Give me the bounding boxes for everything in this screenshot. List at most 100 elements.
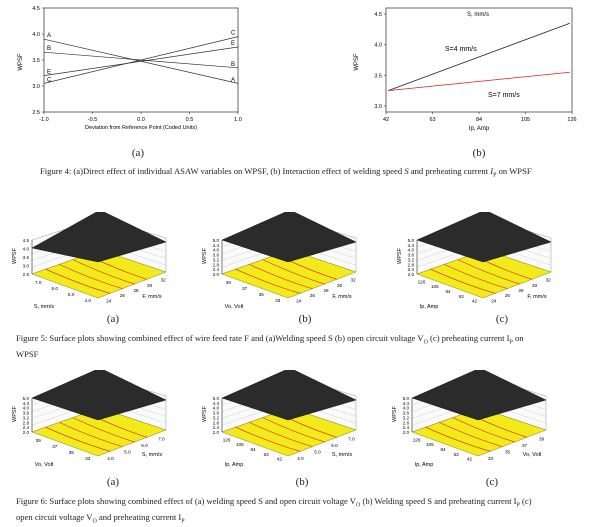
right-axis-tick: 37 [522, 443, 528, 448]
fig4a-series-label-right: E [231, 41, 235, 47]
right-axis-tick: 26 [120, 293, 126, 298]
right-axis-tick: 7.0 [348, 436, 355, 441]
floor-contour-line [457, 259, 520, 285]
z-tick-label: 2.0 [213, 272, 220, 277]
right-axis-tick: 5.0 [124, 449, 131, 454]
fig4a-xlabel: Deviation from Reference Point (Coded Un… [85, 125, 197, 131]
fig4b-series-label-s7: S=7 mm/s [488, 92, 520, 99]
response-surface [221, 212, 357, 263]
fig4b-xtick-label: 105 [521, 117, 530, 123]
fig4a-ytick-label: 4.0 [32, 32, 40, 38]
z-tick-label: 3.6 [23, 411, 30, 416]
left-axis-tick: 84 [445, 289, 451, 294]
fig6-plot-1: 5.04.44.03.63.22.82.42.0WPSF126105846342… [202, 370, 357, 468]
z-tick-label: 2.8 [213, 420, 220, 425]
z-tick-label: 3.6 [408, 253, 415, 258]
fig6c-sublabel: (c) [485, 476, 499, 488]
response-surface [416, 212, 552, 263]
floor-contour-line [452, 417, 515, 443]
fig4b-series-label-s4: S=4 mm/s [445, 46, 477, 53]
fig4b-xtick-label: 63 [429, 117, 435, 123]
fig4b-xtick-label: 126 [567, 117, 576, 123]
left-axis-tick: 35 [259, 292, 265, 297]
right-axis-tick: 32 [351, 278, 357, 283]
figure-6-surface-plots: 5.04.44.03.63.22.82.42.0WPSF39373533Vo, … [12, 370, 547, 468]
floor-contour-line [444, 264, 508, 289]
fig5-plot-1: 5.04.44.03.63.22.82.42.0 WPSF 39 37 35 33 Vo, … [202, 212, 357, 310]
fig4b-frame [385, 7, 573, 113]
fig6-plot-2: 5.04.44.03.63.22.82.42.0 WPSF 126 105 84 63 42… [392, 370, 547, 468]
z-tick-label: 3.2 [408, 257, 415, 262]
right-axis-tick: 35 [505, 449, 511, 454]
fig4b-sublabel: (b) [472, 147, 486, 159]
floor-contour-line [262, 259, 325, 285]
z-tick-label: 5.0 [213, 396, 220, 401]
left-axis-tick: 84 [440, 447, 446, 452]
contour-floor [416, 249, 552, 299]
z-tick-label: 4.4 [213, 401, 220, 406]
left-axis-label: S, mm/s [34, 304, 54, 310]
z-tick-label: 4.4 [408, 243, 415, 248]
left-axis-label: Vo, Volt [35, 462, 54, 468]
left-axis-tick: 126 [413, 437, 421, 442]
fig4a-chart: 2.5 3.0 3.5 4.0 4.5 -1.0 -0.5 0.0 0.5 1.0 A A B B C C… [18, 6, 242, 131]
left-axis-label: Ip, Amp [225, 462, 244, 468]
z-axis-label: WPSF [202, 247, 208, 264]
z-tick-label: 4.0 [403, 406, 410, 411]
fig4a-xtick-label: -1.0 [39, 117, 48, 123]
right-axis-tick: 39 [539, 436, 545, 441]
z-tick-label: 3.5 [23, 255, 30, 260]
left-axis-tick: 33 [85, 456, 91, 461]
left-axis-tick: 4.0 [85, 298, 92, 303]
fig5c-sublabel: (c) [495, 313, 509, 325]
left-axis-tick: 63 [264, 452, 270, 457]
right-axis-label: S, mm/s [332, 452, 352, 458]
fig4b-ytick-label: 3.5 [374, 73, 382, 79]
right-axis-tick: 28 [518, 288, 524, 293]
z-tick-label: 2.8 [403, 420, 410, 425]
z-tick-label: 4.0 [408, 248, 415, 253]
fig4b-ytick-label: 4.5 [374, 12, 382, 18]
z-tick-label: 2.0 [23, 430, 30, 435]
z-tick-label: 2.4 [408, 267, 415, 272]
left-axis-label: Vo, Volt [225, 304, 244, 310]
fig4a-xtick-label: 0.0 [137, 117, 145, 123]
response-surface [31, 370, 167, 421]
z-tick-label: 5.0 [23, 396, 30, 401]
figure-4-charts: 2.5 3.0 3.5 4.0 4.5 -1.0 -0.5 0.0 0.5 1.0 A A B B C C… [18, 6, 577, 132]
right-axis-tick: 30 [337, 283, 343, 288]
left-axis-label: Ip, Amp [420, 304, 439, 310]
fig4a-ytick-label: 3.5 [32, 58, 40, 64]
z-tick-label: 4.4 [23, 401, 30, 406]
fig4a-xtick-label: -0.5 [88, 117, 97, 123]
floor-contour-line [262, 417, 325, 443]
z-tick-label: 2.8 [408, 262, 415, 267]
z-tick-label: 2.8 [23, 420, 30, 425]
z-tick-label: 2.4 [213, 267, 220, 272]
z-tick-label: 3.2 [213, 257, 220, 262]
z-tick-label: 3.6 [403, 411, 410, 416]
contour-floor [221, 407, 357, 457]
right-axis-tick: 6.0 [141, 443, 148, 448]
fig4a-series-label-left: C [47, 77, 52, 83]
contour-floor [411, 407, 547, 457]
fig4a-series-label-left: A [47, 33, 51, 39]
left-axis-tick: 84 [250, 447, 256, 452]
left-axis-tick: 105 [236, 442, 244, 447]
z-tick-label: 4.0 [213, 406, 220, 411]
right-axis-tick: 33 [488, 456, 494, 461]
fig4a-series-label-left: E [47, 70, 51, 76]
left-axis-tick: 6.0 [52, 286, 59, 291]
right-axis-tick: 24 [296, 298, 302, 303]
z-tick-label: 3.2 [403, 415, 410, 420]
fig4a-series-label-right: B [231, 62, 235, 68]
right-axis-tick: 24 [491, 298, 497, 303]
contour-floor [31, 249, 167, 299]
z-axis-label: WPSF [392, 405, 398, 422]
z-axis-label: WPSF [397, 247, 403, 264]
left-axis-tick: 5.0 [68, 292, 75, 297]
left-axis-tick: 42 [277, 457, 283, 462]
left-axis-tick: 39 [36, 438, 42, 443]
right-axis-tick: 5.0 [314, 449, 321, 454]
z-axis-label: WPSF [202, 405, 208, 422]
